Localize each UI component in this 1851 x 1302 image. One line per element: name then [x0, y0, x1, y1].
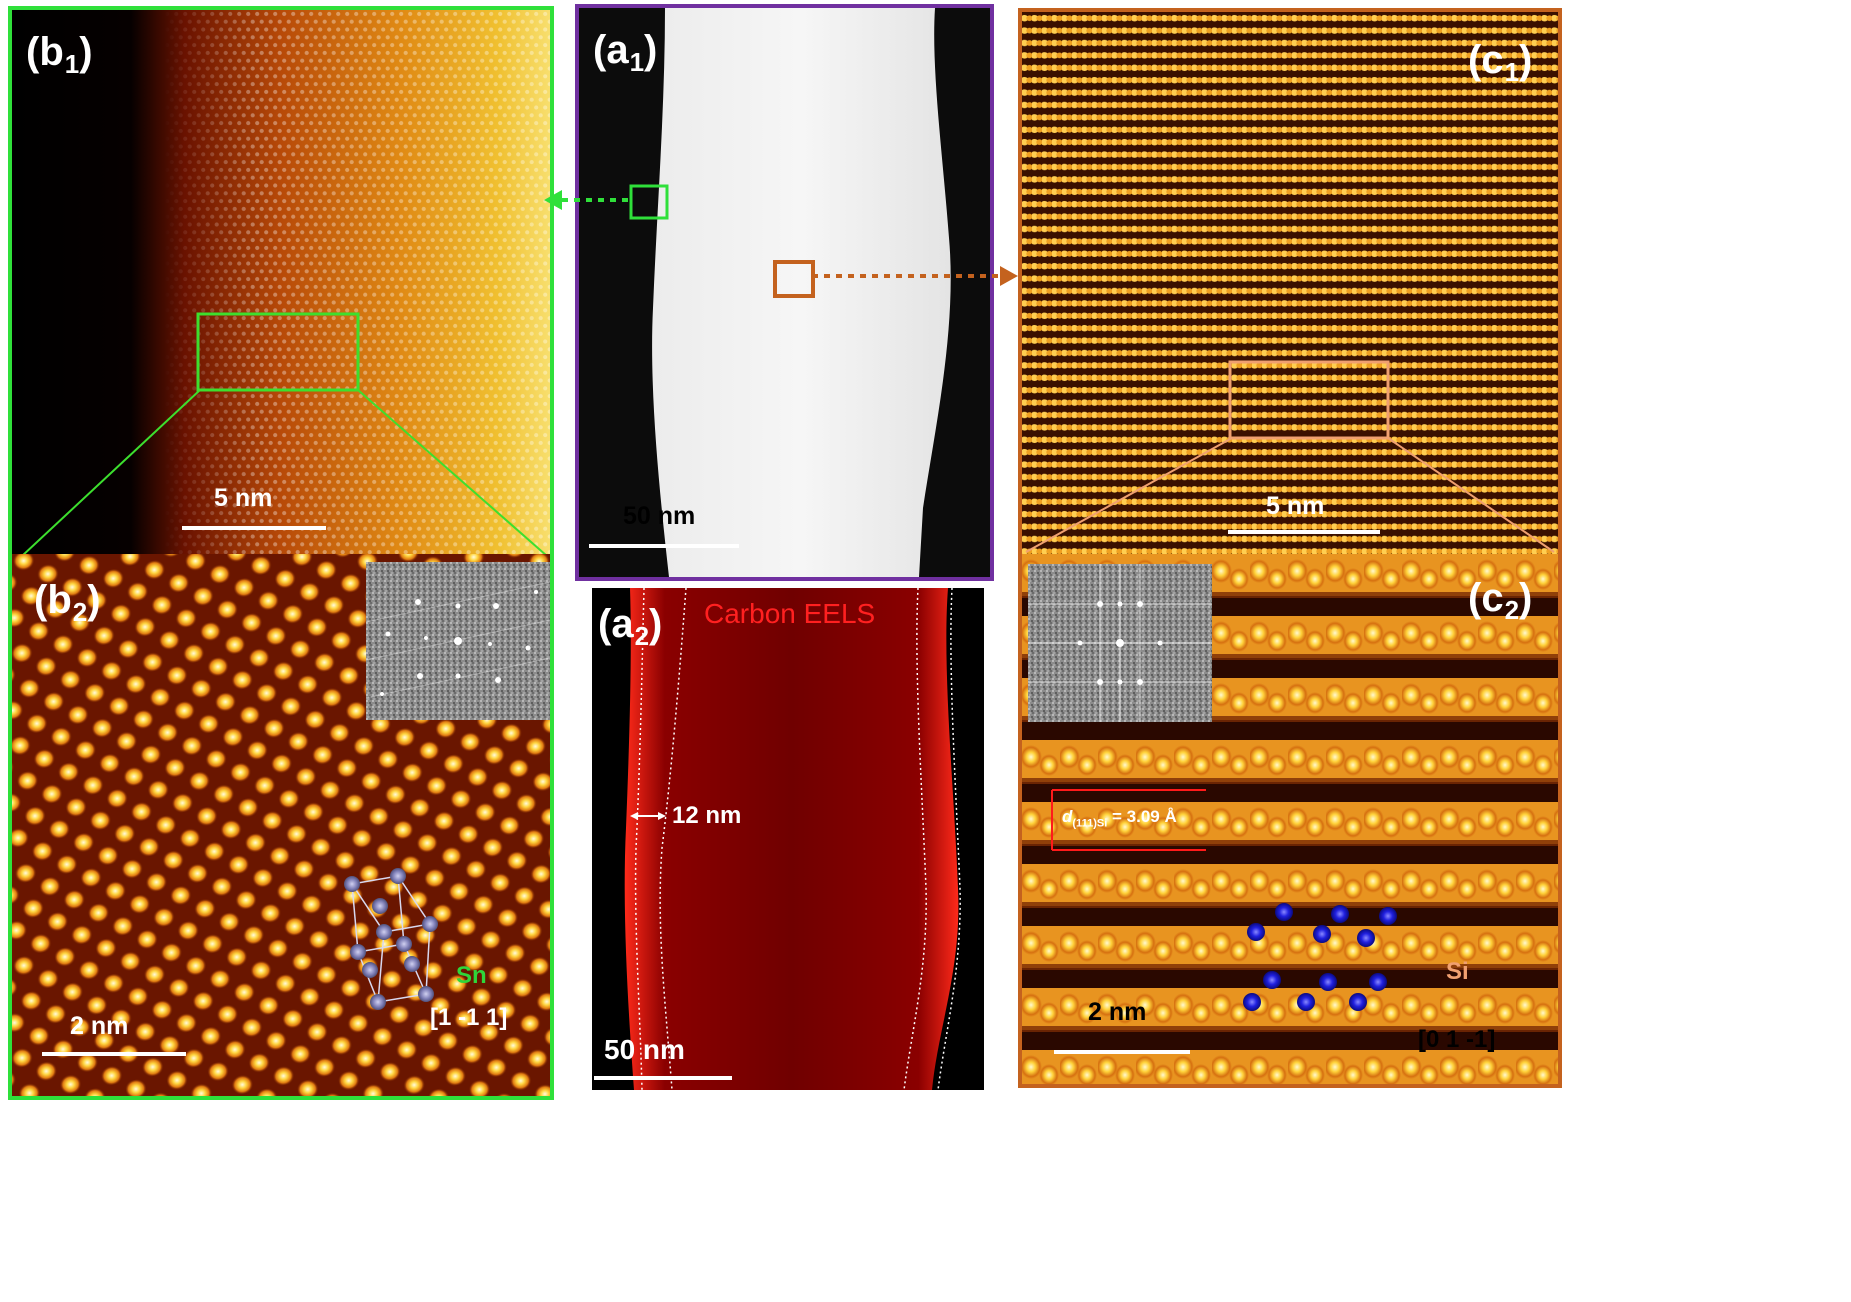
c2-label: (c2) [1468, 576, 1533, 625]
panel-b2: (b2) Sn [1 -1 1] 2 nm [8, 554, 554, 1100]
c2-fft-inset [1028, 564, 1212, 722]
c1-zoom-box [1228, 360, 1390, 440]
sn-atoms [344, 868, 438, 1010]
b1-zoom-box [196, 312, 360, 392]
b1-zoom-line-right [357, 389, 547, 554]
panel-c1: (c1) 5 nm [1018, 8, 1562, 554]
c2-d-spacing-marker [1051, 789, 1206, 851]
b1-image [12, 10, 550, 554]
c2-d-spacing-label: d(111)Si = 3.09 Å [1062, 807, 1177, 830]
b1-label: (b1) [26, 30, 93, 79]
a2-title: Carbon EELS [704, 598, 876, 629]
c1-scale-label: 5 nm [1266, 492, 1325, 520]
a1-orange-box [773, 260, 815, 298]
a1-green-box [629, 184, 669, 220]
panel-c2: (c2) d(111)Si = 3.09 Å Si [0 1 -1] 2 nm [1018, 554, 1562, 1088]
a2-thickness-label: 12 nm [672, 802, 742, 829]
a1-scale-label: 50 nm [623, 502, 696, 530]
c2-element-label: Si [1446, 958, 1469, 985]
b2-fft-inset [366, 562, 550, 720]
c1-image [1022, 12, 1558, 554]
b2-label: (b2) [34, 578, 101, 627]
c2-zone-axis: [0 1 -1] [1418, 1026, 1496, 1053]
a2-scale-label: 50 nm [604, 1034, 685, 1065]
c1-zoom-line-left [1025, 437, 1233, 553]
panel-a2: (a2) Carbon EELS 12 nm 50 nm [592, 588, 984, 1090]
c2-scale-label: 2 nm [1088, 998, 1147, 1026]
orange-arrowhead [1000, 266, 1018, 286]
c1-scale-bar [1228, 530, 1380, 534]
a2-scale-bar [594, 1076, 732, 1080]
c1-zoom-line-right [1387, 437, 1555, 553]
b2-element-label: Sn [456, 962, 487, 989]
a2-label: (a2) [598, 602, 663, 651]
c1-label: (c1) [1468, 38, 1533, 87]
panel-a1: (a1) 50 nm [575, 4, 994, 581]
a1-label: (a1) [593, 28, 658, 77]
si-atoms [1243, 903, 1397, 1011]
b2-zone-axis: [1 -1 1] [430, 1004, 508, 1031]
panel-b1: (b1) 5 nm [8, 6, 554, 554]
b2-scale-bar [42, 1052, 186, 1056]
b1-scale-label: 5 nm [214, 484, 273, 512]
b1-zoom-line-left [22, 389, 201, 554]
a1-scale-bar [589, 544, 739, 548]
c2-scale-bar [1054, 1050, 1190, 1054]
b2-scale-label: 2 nm [70, 1012, 129, 1040]
b1-scale-bar [182, 526, 326, 530]
a2-image [592, 588, 984, 1090]
a1-image [579, 8, 990, 577]
